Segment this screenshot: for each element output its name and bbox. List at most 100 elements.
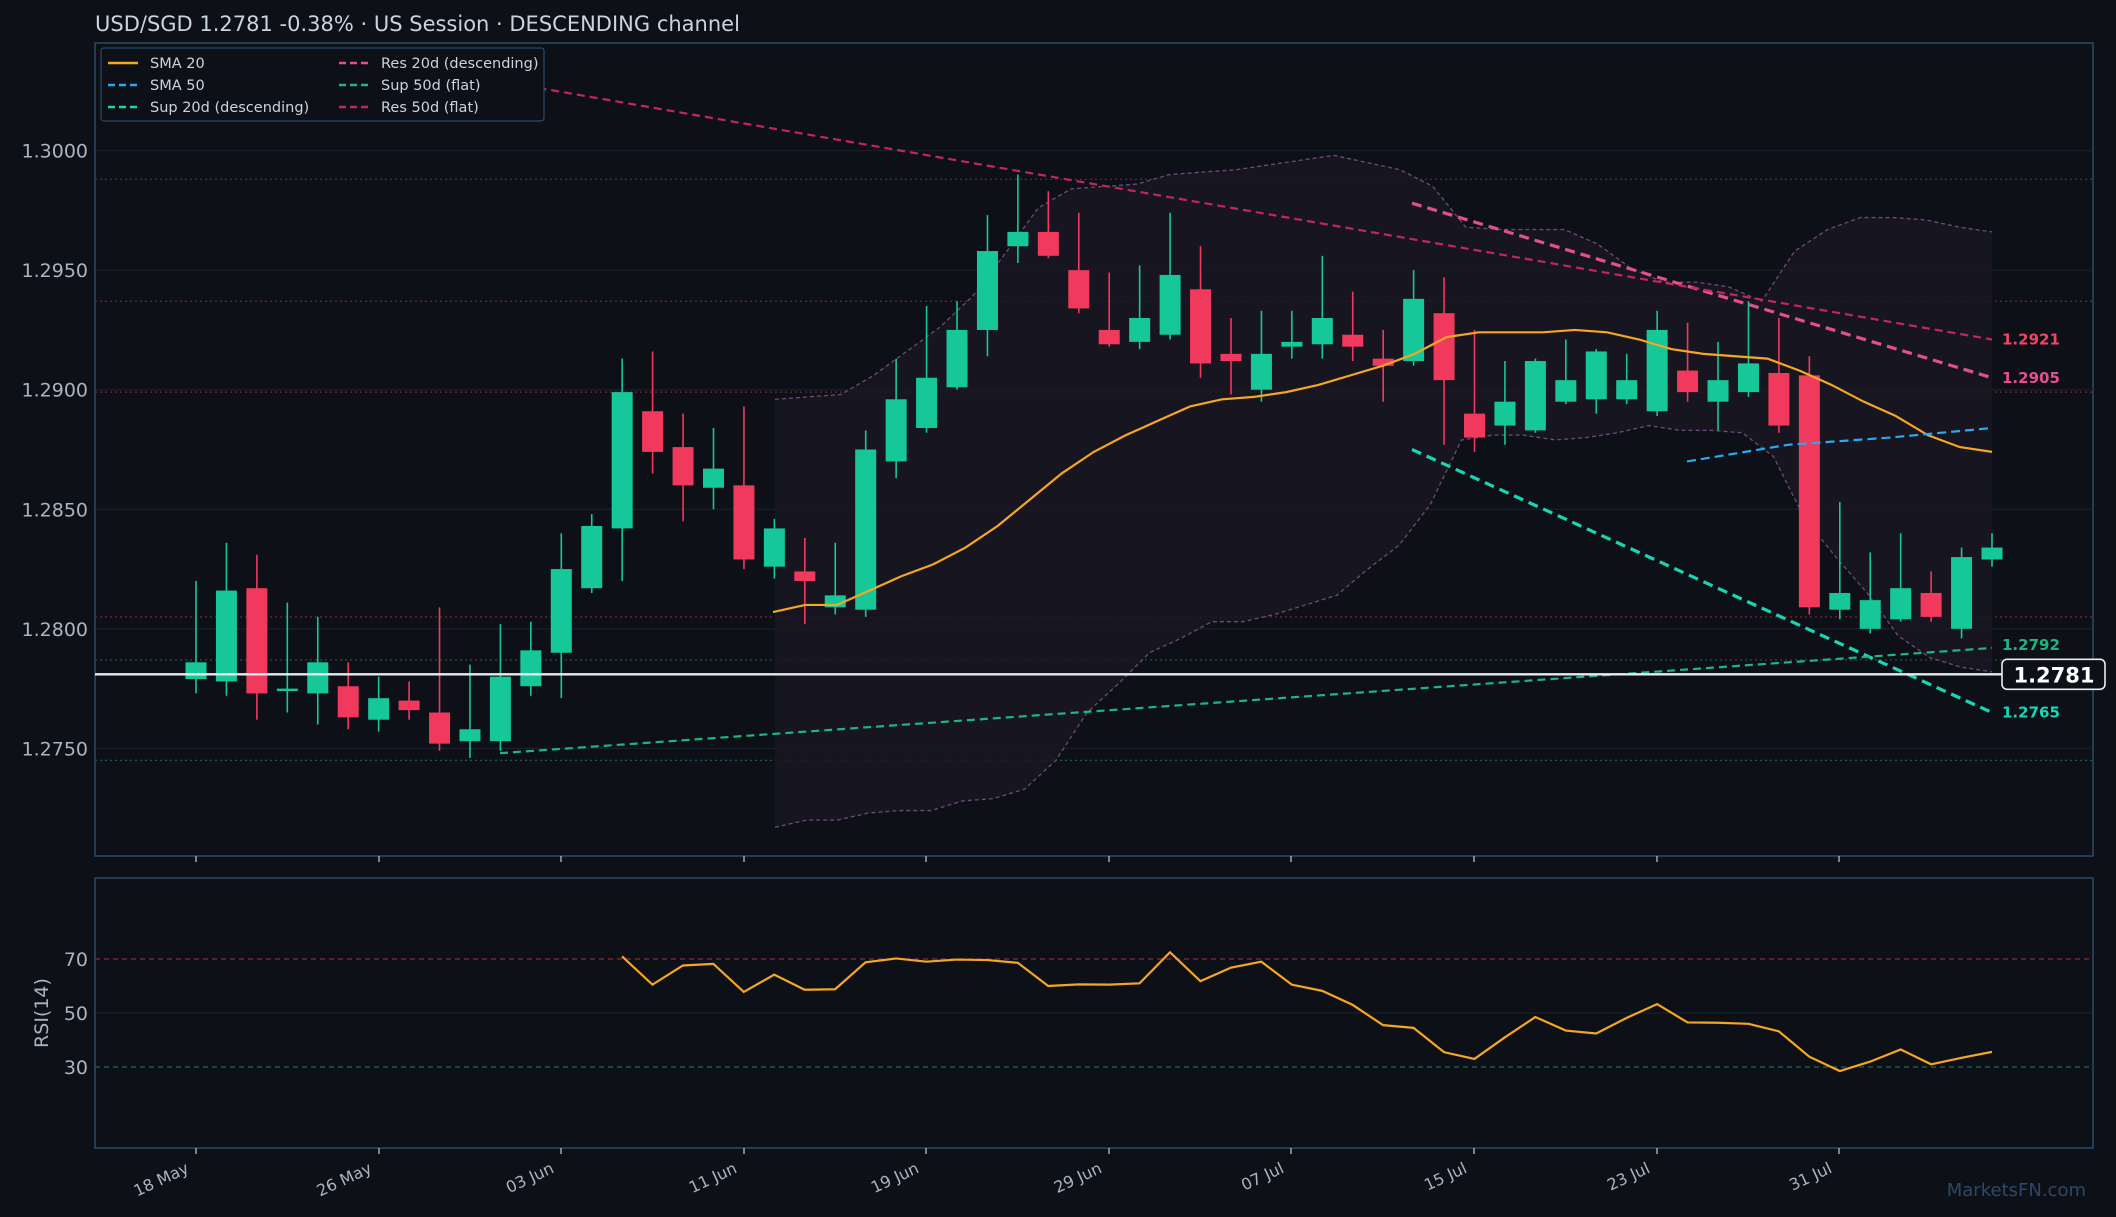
candle-body xyxy=(1433,313,1455,381)
candle-body xyxy=(855,449,877,610)
rsi-gridlines xyxy=(95,958,2093,1068)
candle-body xyxy=(1677,370,1699,393)
candle-body xyxy=(1555,380,1577,402)
candle-body xyxy=(611,392,633,529)
legend-label: Sup 20d (descending) xyxy=(150,100,309,116)
price-y-tick: 1.2850 xyxy=(22,499,88,521)
candle-body xyxy=(672,447,694,486)
level-label-0: 1.2905 xyxy=(2002,369,2060,387)
candle-body xyxy=(763,528,785,567)
candle-body xyxy=(1372,358,1394,366)
rsi-line-path xyxy=(621,950,1993,1073)
candle-body xyxy=(794,571,816,582)
chart-title: USD/SGD 1.2781 -0.38% · US Session · DES… xyxy=(95,12,740,36)
candle-body xyxy=(1616,380,1638,400)
candle-body xyxy=(489,676,511,742)
watermark: MarketsFN.com xyxy=(1947,1180,2086,1201)
candle-body xyxy=(1007,231,1029,247)
level-label-2: 1.2792 xyxy=(2002,636,2060,654)
candle-body xyxy=(1098,329,1120,345)
candle-body xyxy=(733,485,755,560)
candle-body xyxy=(1464,413,1486,438)
sma50-line xyxy=(1686,426,1993,463)
bollinger-lower xyxy=(774,424,1993,828)
candle-body xyxy=(276,688,298,692)
candle-body xyxy=(215,590,237,682)
rsi-y-ticks: 70 50 30 xyxy=(64,949,88,1079)
trendline-1 xyxy=(1411,448,1993,714)
candle-body xyxy=(1920,592,1942,617)
legend-box xyxy=(100,47,545,122)
candle-body xyxy=(520,650,542,687)
candle-body xyxy=(1220,353,1242,362)
candle-body xyxy=(824,595,846,608)
legend: SMA 20 Res 20d (descending) SMA 50 Sup 50d … xyxy=(100,47,545,122)
candle-body xyxy=(1190,289,1212,364)
candle-body xyxy=(1585,351,1607,400)
candle-body xyxy=(1403,298,1425,362)
legend-label: SMA 50 xyxy=(150,78,205,94)
candle-body xyxy=(1342,334,1364,347)
candle-body xyxy=(702,468,724,488)
candle-body xyxy=(1798,375,1820,608)
trendline-3 xyxy=(499,80,1993,341)
legend-label: Res 20d (descending) xyxy=(381,56,538,72)
candle-body xyxy=(1068,270,1090,309)
candle-body xyxy=(185,662,207,680)
candle-body xyxy=(246,588,268,694)
candle-body xyxy=(1281,341,1303,347)
sma20-line xyxy=(772,328,1993,614)
level-labels: 1.2905 1.2765 1.2792 1.2921 xyxy=(2002,331,2060,722)
candle-body xyxy=(1768,372,1790,426)
candle-body xyxy=(1037,231,1059,256)
candle-body xyxy=(1524,361,1546,431)
price-y-tick: 1.3000 xyxy=(22,141,88,163)
candle-body xyxy=(1129,317,1151,342)
candle-body xyxy=(1311,317,1333,345)
candle-body xyxy=(1250,353,1272,390)
rsi-y-tick: 50 xyxy=(64,1003,88,1025)
candle-body xyxy=(976,251,998,330)
candle-body xyxy=(581,526,603,589)
candle-body xyxy=(459,729,481,742)
candle-body xyxy=(1859,600,1881,629)
candle-body xyxy=(398,700,420,711)
price-y-tick: 1.2950 xyxy=(22,260,88,282)
candle-body xyxy=(916,377,938,428)
candle-body xyxy=(642,411,664,452)
current-price-label: 1.2781 xyxy=(2013,663,2094,687)
candle-body xyxy=(1890,588,1912,620)
rsi-line xyxy=(621,950,1993,1073)
candle-body xyxy=(368,698,390,720)
candle-body xyxy=(1951,557,1973,629)
trendlines xyxy=(499,80,1993,755)
legend-label: SMA 20 xyxy=(150,56,205,72)
candle-body xyxy=(550,569,572,653)
candle-body xyxy=(1707,380,1729,402)
current-price-line: 1.2781 xyxy=(95,658,2106,691)
candle-body xyxy=(1829,592,1851,610)
rsi-y-tick: 30 xyxy=(64,1057,88,1079)
candles xyxy=(185,174,2003,758)
candle-body xyxy=(885,399,907,462)
candle-body xyxy=(1737,363,1759,393)
price-y-tick: 1.2800 xyxy=(22,619,88,641)
candle-body xyxy=(337,686,359,718)
candle-body xyxy=(1646,329,1668,412)
level-label-1: 1.2765 xyxy=(2002,704,2060,722)
price-y-tick: 1.2900 xyxy=(22,380,88,402)
price-y-tick: 1.2750 xyxy=(22,738,88,760)
trendline-2 xyxy=(499,646,1993,755)
candle-body xyxy=(1981,547,2003,560)
candle-body xyxy=(1159,274,1181,335)
price-y-ticks: 1.3000 1.2950 1.2900 1.2850 1.2800 1.2750 xyxy=(22,141,88,761)
candle-body xyxy=(429,712,451,744)
trendline-0 xyxy=(1411,201,1993,380)
rsi-axis-label: RSI(14) xyxy=(31,978,53,1048)
current-price-badge xyxy=(2001,658,2106,691)
candle-body xyxy=(307,662,329,694)
legend-label: Res 50d (flat) xyxy=(381,100,479,116)
legend-label: Sup 50d (flat) xyxy=(381,78,481,94)
level-label-3: 1.2921 xyxy=(2002,331,2060,349)
